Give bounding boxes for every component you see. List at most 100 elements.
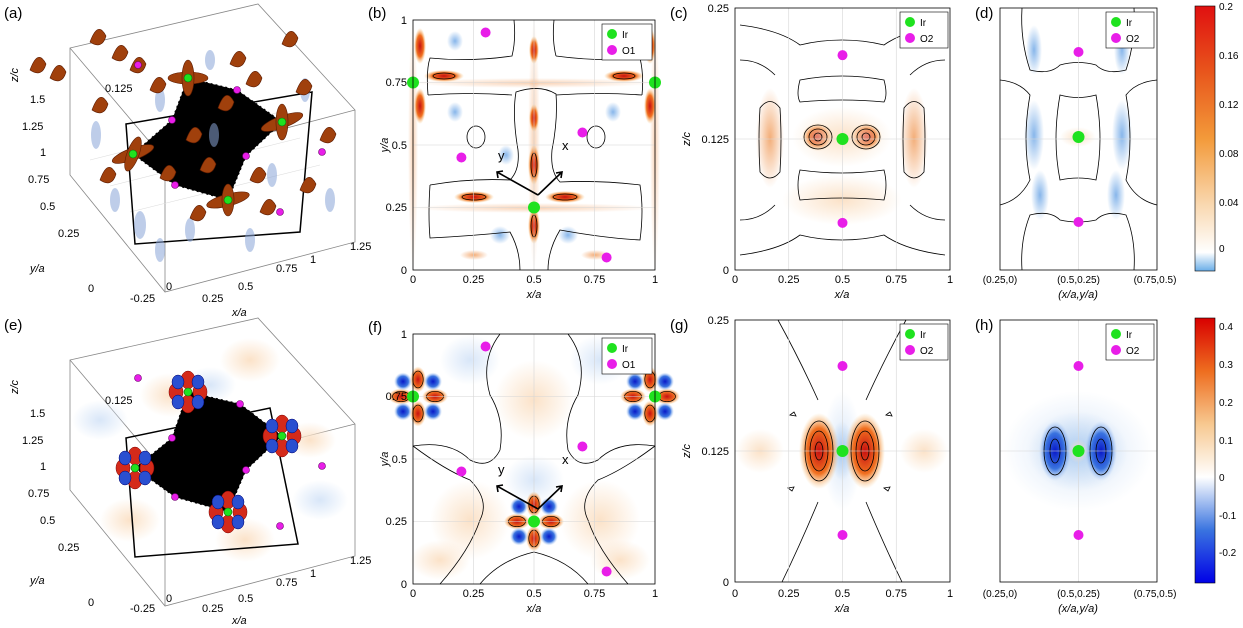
panel-a-x-tick: 0.75	[276, 263, 297, 275]
colorbar-tick: -0.2	[1219, 548, 1237, 559]
panel-a-x-tick: 0.25	[202, 293, 223, 305]
x-tick: (0.75,0.5)	[1134, 589, 1177, 600]
panel-g-xlabel: x/a	[834, 603, 850, 615]
panel-a-y-tick: 1	[40, 147, 46, 159]
panel-c-legend: Ir O2	[899, 11, 949, 49]
ir-atom	[183, 387, 193, 397]
panel-h-legend-ir: Ir	[1126, 330, 1133, 341]
ir-atom	[277, 431, 287, 441]
o-atom	[456, 466, 467, 477]
panel-f-y-ticks: 0 0.25 0.5 0.75 1	[386, 329, 407, 591]
panel-b-x-ticks: 0 0.25 0.5 0.75 1	[410, 274, 658, 286]
panel-f-arrow-x: x	[562, 452, 569, 467]
negative-lobe	[424, 402, 442, 421]
y-tick: 0.75	[386, 391, 407, 403]
y-tick: 0.75	[386, 77, 407, 89]
panel-a-x-tick: 0	[166, 281, 172, 293]
panel-g: (g) Ir	[670, 315, 953, 615]
y-tick: 0	[401, 265, 407, 277]
o-atom	[1073, 361, 1084, 371]
panel-b-label: (b)	[368, 5, 386, 22]
panel-b-legend-ir: Ir	[622, 30, 629, 41]
negative-lobe	[118, 470, 132, 486]
panel-e-bonds	[134, 391, 283, 513]
colorbar-tick: 0.2	[1219, 398, 1233, 409]
negative-lobe	[191, 394, 205, 410]
o-atom	[456, 152, 467, 163]
negative-lobe	[540, 527, 558, 546]
panel-c-x-ticks: 0 0.25 0.5 0.75 1	[732, 274, 953, 286]
y-tick: 0.5	[392, 140, 407, 152]
panel-e-y-tick: 0.5	[40, 515, 55, 527]
o-atom	[1073, 530, 1084, 540]
panel-g-legend: Ir O2	[899, 323, 949, 361]
x-tick: 1	[947, 588, 953, 600]
x-tick: 0.5	[526, 588, 541, 600]
colorbar-top: 0.2 0.16 0.12 0.08 0.04 0	[1194, 2, 1239, 272]
panel-f-arrow-y: y	[498, 462, 505, 477]
panel-e-x-tick: 1.25	[350, 555, 371, 567]
panel-e-x-tick: 0	[166, 593, 172, 605]
panel-c-y-ticks: 0 0.125 0.25	[701, 3, 729, 277]
panel-g-legend-o: O2	[920, 346, 934, 357]
panel-e-z-tick: 0.125	[105, 395, 133, 407]
panel-e-y-tick: 0	[88, 597, 94, 609]
x-tick: 0.25	[778, 588, 799, 600]
o-atom	[577, 127, 588, 138]
panel-g-x-ticks: 0 0.25 0.5 0.75 1	[732, 588, 953, 600]
panel-d-x-ticks: (0.25,0) (0.5,0.25) (0.75,0.5)	[983, 275, 1177, 286]
x-tick: 0.25	[463, 274, 484, 286]
negative-lobe	[211, 494, 225, 510]
legend-marker	[1111, 345, 1121, 355]
panel-b-legend: Ir O1	[601, 23, 653, 61]
colorbar-tick: 0	[1219, 244, 1225, 255]
positive-lobe	[388, 388, 414, 405]
panel-c-field	[756, 88, 928, 225]
panel-c: (c) Ir	[670, 3, 953, 301]
panel-f-legend-o: O1	[622, 360, 636, 371]
panel-h-legend-o: O2	[1126, 346, 1140, 357]
negative-lobe	[626, 402, 644, 421]
ir-atom	[528, 515, 540, 528]
panel-e-y-tick: 1.5	[30, 408, 45, 420]
ir-atom	[836, 445, 849, 457]
negative-lobe	[285, 438, 299, 454]
panel-c-label: (c)	[670, 5, 688, 22]
panel-c-legend-ir: Ir	[920, 18, 927, 29]
panel-a-axis-ticks: 0.125 1.5 1.25 1 0.75 0.5 0.25 0 -0.25 0…	[9, 67, 371, 319]
negative-lobe	[138, 470, 152, 486]
panel-a-x-tick: 0.5	[238, 281, 253, 293]
o-atom	[577, 441, 588, 452]
panel-e-x-tick: 0.25	[202, 603, 223, 615]
panel-f-legend-ir: Ir	[622, 344, 629, 355]
legend-marker	[1111, 17, 1121, 27]
panel-a-y-tick: 1.5	[30, 94, 45, 106]
negative-lobe	[118, 450, 132, 466]
o-atom	[480, 27, 491, 38]
panel-d-legend: Ir O2	[1105, 11, 1155, 49]
o-atom	[1073, 47, 1084, 57]
panel-e-oxygen	[134, 374, 326, 530]
panel-h: (h) Ir O2 (0.25,0)	[975, 317, 1176, 615]
panel-g-y-ticks: 0 0.125 0.25	[701, 315, 729, 589]
negative-lobe	[656, 372, 674, 391]
panel-f-ylabel: y/a	[379, 452, 391, 468]
panel-a-y-tick: 1.25	[22, 121, 43, 133]
panel-b-xlabel: x/a	[526, 289, 542, 301]
panel-e-xlabel: x/a	[231, 615, 247, 627]
panel-b-axis-arrows	[496, 170, 563, 196]
panel-f-xlabel: x/a	[526, 603, 542, 615]
o-atom	[1073, 217, 1084, 227]
y-tick: 0	[723, 577, 729, 589]
panel-f-axis-arrows	[496, 484, 563, 510]
panel-h-frame	[999, 319, 1158, 583]
panel-f-legend: Ir O1	[601, 337, 653, 375]
panel-f-label: (f)	[368, 319, 382, 336]
panel-e-y-tick: 1	[40, 461, 46, 473]
panel-f-x-ticks: 0 0.25 0.5 0.75 1	[410, 588, 658, 600]
panel-h-xlabel: (x/a,y/a)	[1058, 603, 1098, 615]
panel-e-zlabel: z/c	[9, 379, 21, 395]
ir-atom	[130, 463, 140, 473]
panel-e-y-tick: 0.25	[58, 542, 79, 554]
